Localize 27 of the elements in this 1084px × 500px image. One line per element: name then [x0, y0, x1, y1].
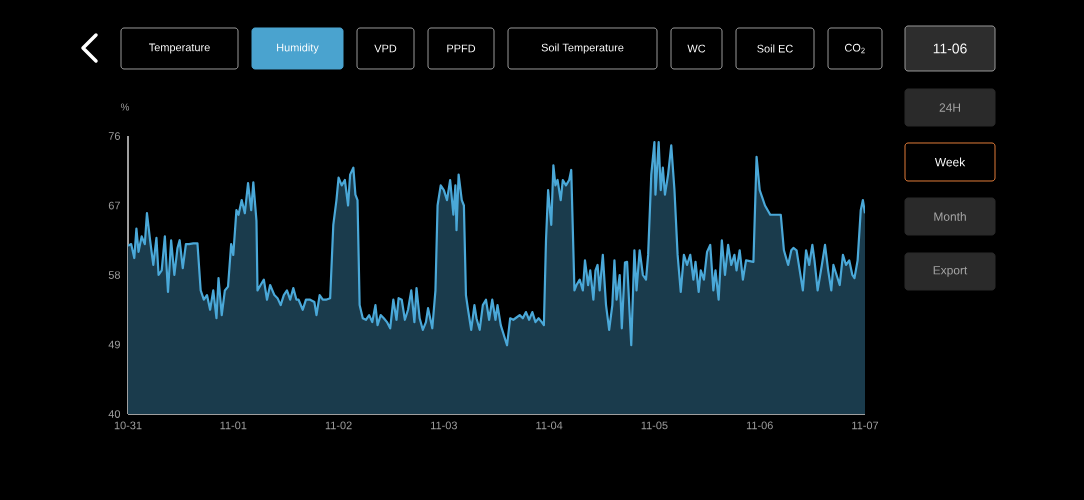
text: Soil Temperature [541, 43, 624, 54]
y-tick-label: 49 [108, 340, 120, 349]
y-tick-label: 58 [108, 271, 120, 279]
text: 24H [939, 103, 960, 112]
x-tick-label: 11-06 [746, 421, 773, 430]
text: Soil EC [757, 44, 793, 53]
text: CO$_{2}$ [844, 43, 865, 54]
text: Temperature [148, 43, 210, 54]
text: Month [934, 212, 966, 221]
y-tick-label: 76 [108, 132, 120, 140]
text: Export [933, 266, 968, 277]
text: Week [934, 157, 966, 167]
text: VPD [374, 44, 397, 53]
text: PPFD [447, 44, 476, 53]
x-tick-label: 11-01 [220, 421, 247, 430]
x-tick-label: 11-03 [431, 421, 457, 430]
y-tick-label: 67 [108, 201, 120, 210]
text: WC [687, 44, 706, 53]
x-tick-label: 11-05 [641, 421, 668, 430]
chart-title: Humidity [277, 43, 319, 54]
x-tick-label: 11-07 [852, 421, 879, 430]
x-tick-label: 10-31 [114, 421, 142, 430]
y-tick-label: 40 [108, 410, 121, 418]
y-axis-title: % [120, 103, 130, 111]
x-tick-label: 11-02 [325, 421, 352, 430]
text: 11-06 [933, 43, 967, 54]
x-tick-label: 11-04 [536, 421, 563, 430]
